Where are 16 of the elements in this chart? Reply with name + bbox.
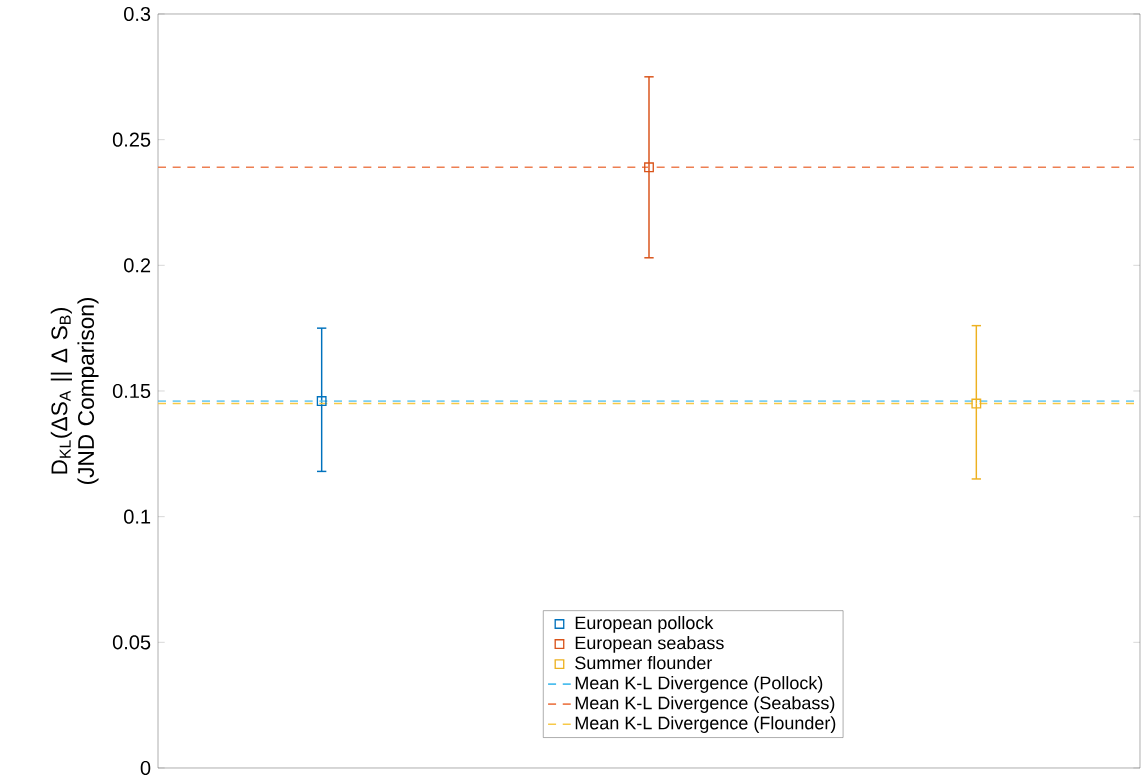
point [971,398,982,409]
y-tick-label: 0.2 [124,258,151,273]
legend-label: Mean K-L Divergence (Flounder) [575,716,836,733]
y-tick-label: 0.15 [112,383,151,399]
point [316,396,327,406]
y-tick-label: 0.25 [112,132,151,147]
y-tick-label: 0.1 [124,509,151,524]
legend-label: Mean K-L Divergence (Seabass) [575,696,835,713]
legend-label: Summer flounder [575,656,713,670]
point [644,162,654,173]
y-tick-label: 0.05 [112,635,151,650]
y-tick-label: 0.3 [124,6,151,22]
y-tick-label: 0 [140,760,151,776]
legend-label: European seabass [575,636,724,653]
legend-label: Mean K-L Divergence (Pollock) [575,676,823,693]
legend-label: European pollock [575,615,714,633]
